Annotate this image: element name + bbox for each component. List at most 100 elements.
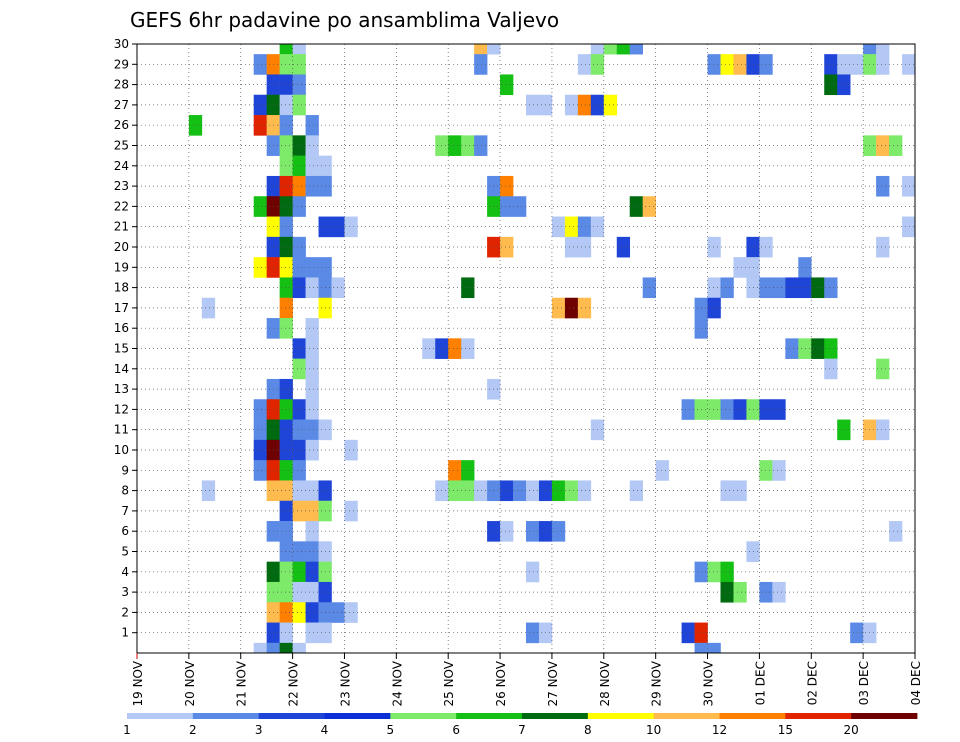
colorbar-segment — [785, 713, 852, 719]
heatmap-cell — [500, 521, 514, 542]
heatmap-cell — [474, 480, 488, 502]
heatmap-cell — [824, 54, 838, 75]
heatmap-cell — [279, 257, 293, 278]
x-axis-ticks: 19 NOV 20 NOV 21 NOV 22 NOV 23 NOV 24 NOV 25 N… — [131, 653, 923, 707]
heatmap-cell — [629, 44, 643, 55]
heatmap-cell — [305, 622, 319, 644]
colorbar-tick-label: 15 — [778, 723, 793, 737]
heatmap-cell — [707, 54, 721, 75]
heatmap-cell — [577, 480, 592, 502]
heatmap-cell — [629, 196, 643, 217]
heatmap-cell — [279, 622, 293, 644]
heatmap-cell — [798, 338, 812, 359]
heatmap-cell — [292, 500, 306, 522]
heatmap-cell — [772, 581, 786, 603]
heatmap-cell — [720, 54, 734, 75]
heatmap-cell — [344, 602, 358, 623]
heatmap-cell — [603, 94, 618, 116]
heatmap-cell — [279, 378, 293, 400]
heatmap-cell — [279, 399, 293, 420]
colorbar-tick-label: 5 — [387, 723, 395, 737]
chart-title: GEFS 6hr padavine po ansamblima Valjevo — [130, 8, 559, 32]
x-tick-label: 02 DEC — [805, 661, 819, 705]
colorbar-segment — [390, 713, 457, 719]
heatmap-cell — [733, 399, 747, 420]
heatmap-cell — [292, 175, 306, 197]
heatmap-cell — [279, 581, 293, 603]
heatmap-cell — [733, 480, 747, 502]
y-tick-label: 8 — [121, 484, 129, 498]
heatmap-cell — [448, 135, 462, 156]
heatmap-cell — [279, 642, 293, 654]
heatmap-cell — [902, 54, 916, 75]
heatmap-cell — [759, 399, 773, 420]
colorbar-tick-label: 8 — [584, 723, 592, 737]
heatmap-cell — [279, 521, 293, 542]
heatmap-cell — [305, 318, 319, 339]
x-tick-label: 19 NOV — [131, 660, 145, 706]
heatmap-cell — [551, 216, 566, 238]
y-tick-label: 13 — [114, 382, 129, 396]
heatmap-cell — [707, 561, 721, 583]
heatmap-cell — [577, 216, 592, 238]
y-tick-label: 30 — [114, 37, 129, 51]
x-tick-label: 23 NOV — [338, 660, 352, 706]
y-tick-label: 2 — [121, 605, 129, 619]
heatmap-cell — [279, 216, 293, 238]
heatmap-cell — [577, 297, 592, 319]
heatmap-cell — [292, 358, 306, 380]
heatmap-cell — [902, 175, 916, 197]
heatmap-cell — [305, 581, 319, 603]
heatmap-cell — [707, 297, 721, 319]
heatmap-cell — [279, 175, 293, 197]
heatmap-cell — [564, 236, 579, 258]
heatmap-cell — [500, 236, 514, 258]
heatmap-cell — [253, 439, 267, 461]
heatmap-cell — [305, 115, 319, 136]
heatmap-cell — [279, 54, 293, 75]
colorbar-tick-label: 1 — [123, 723, 131, 737]
heatmap-cell — [889, 135, 903, 156]
heatmap-cell — [305, 561, 319, 583]
heatmap-cell — [526, 622, 540, 644]
heatmap-cell — [772, 460, 786, 481]
y-tick-label: 20 — [114, 240, 129, 254]
heatmap-cell — [292, 44, 306, 55]
colorbar-tick-label: 10 — [646, 723, 661, 737]
heatmap-cell — [500, 74, 514, 96]
heatmap-cell — [305, 419, 319, 441]
heatmap-cell — [279, 44, 293, 55]
heatmap-cell — [461, 135, 475, 156]
heatmap-cell — [759, 236, 773, 258]
heatmap-cell — [344, 500, 358, 522]
colorbar-segment — [653, 713, 720, 719]
colorbar-tick-label: 7 — [518, 723, 526, 737]
colorbar-segment — [851, 713, 918, 719]
heatmap-cell — [798, 257, 812, 278]
heatmap-cell — [526, 94, 540, 116]
y-tick-label: 24 — [114, 159, 129, 173]
heatmap-cell — [253, 642, 267, 654]
heatmap-cell — [500, 175, 514, 197]
heatmap-cell — [733, 54, 747, 75]
heatmap-cell — [253, 460, 267, 481]
heatmap-cell — [305, 378, 319, 400]
heatmap-cell — [305, 602, 319, 623]
heatmap-cell — [474, 44, 488, 55]
heatmap-cell — [474, 135, 488, 156]
heatmap-cell — [564, 297, 579, 319]
heatmap-cell — [279, 155, 293, 177]
grid-lines — [137, 44, 915, 653]
heatmap-cell — [292, 54, 306, 75]
heatmap-cell — [720, 399, 734, 420]
heatmap-cell — [902, 216, 916, 238]
heatmap-cell — [279, 135, 293, 156]
heatmap-cell — [305, 439, 319, 461]
heatmap-cell — [824, 277, 838, 299]
heatmap-cell — [876, 236, 890, 258]
x-tick-label: 29 NOV — [650, 660, 664, 706]
colorbar-tick-label: 6 — [452, 723, 460, 737]
y-tick-label: 1 — [121, 626, 129, 640]
heatmap-cell — [253, 399, 267, 420]
heatmap-cell — [474, 54, 488, 75]
